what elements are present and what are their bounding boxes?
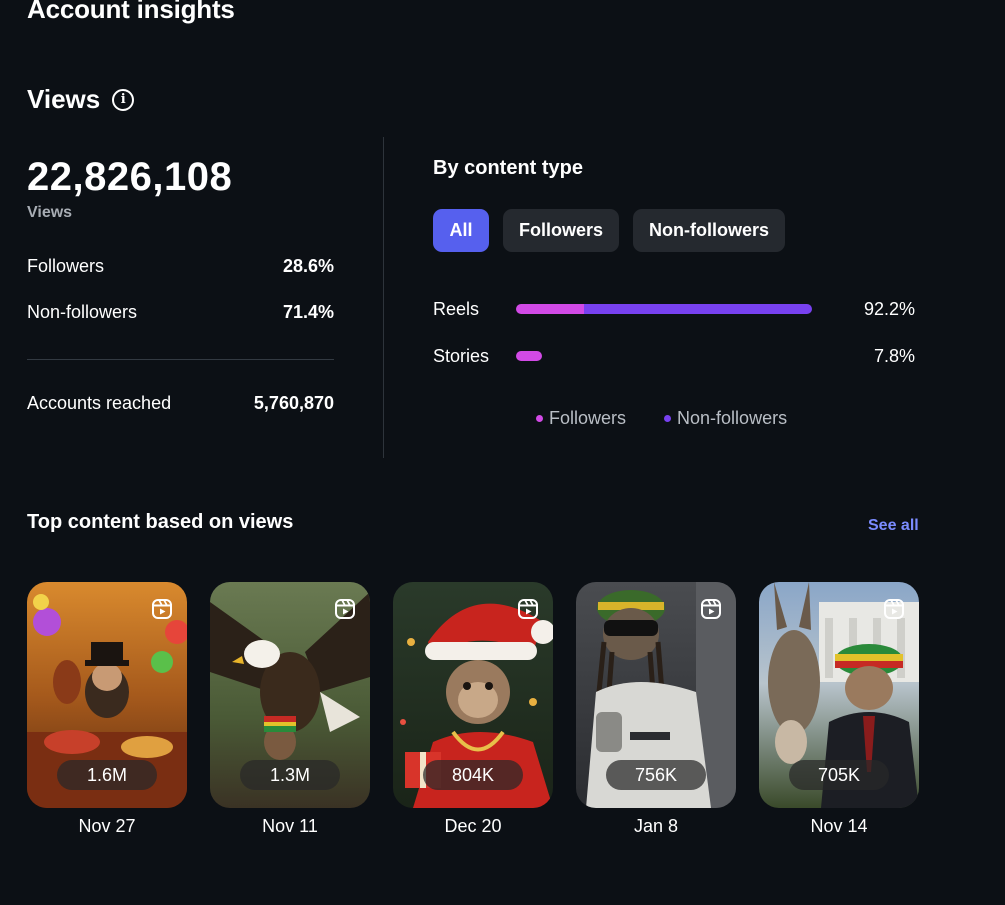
reels-non-followers-segment [584, 304, 812, 314]
legend-non-followers-dot [664, 415, 672, 422]
followers-row: Followers 28.6% [27, 256, 334, 277]
reels-label: Reels [433, 298, 480, 319]
reel-icon [335, 599, 355, 619]
top-content-title: Top content based on views [27, 511, 294, 533]
followers-value: 28.6% [282, 256, 334, 276]
stories-followers-segment [516, 351, 542, 361]
accounts-reached-row: Accounts reached 5,760,870 [27, 393, 334, 414]
filter-followers-button[interactable]: Followers [503, 209, 620, 252]
reel-icon [152, 599, 172, 619]
content-type-filters: All Followers Non-followers [433, 209, 786, 252]
content-card[interactable]: 756K Jan 8 [576, 582, 736, 837]
view-count-badge: 804K [423, 760, 523, 790]
reels-percent: 92.2% [863, 298, 915, 319]
non-followers-value: 71.4% [282, 302, 334, 322]
content-thumbnail[interactable]: 1.6M [27, 582, 187, 808]
content-thumbnail[interactable]: 705K [759, 582, 919, 808]
view-count-badge: 1.3M [240, 760, 340, 790]
total-views-label: Views [27, 204, 73, 221]
filter-non-followers-button[interactable]: Non-followers [633, 209, 786, 252]
thumbnail-image [393, 582, 553, 808]
content-thumbnail[interactable]: 756K [576, 582, 736, 808]
stats-divider [27, 359, 334, 360]
stories-label: Stories [433, 345, 490, 366]
stories-bar-track [516, 351, 812, 361]
total-views: 22,826,108 [27, 155, 233, 199]
content-type-title: By content type [433, 157, 584, 179]
legend-followers-dot [536, 415, 543, 422]
legend-non-followers-label: Non-followers [677, 408, 788, 428]
content-date: Nov 14 [810, 816, 868, 836]
content-thumbnail[interactable]: 804K [393, 582, 553, 808]
reels-followers-segment [516, 304, 585, 314]
reel-icon [518, 599, 538, 619]
reels-bar [516, 304, 812, 314]
reels-bar-track [516, 304, 812, 314]
content-date: Nov 11 [262, 816, 318, 836]
content-date: Nov 27 [78, 816, 136, 836]
stories-bar [516, 351, 542, 361]
non-followers-label: Non-followers [27, 302, 138, 322]
view-count-badge: 756K [606, 760, 706, 790]
view-count-badge: 1.6M [57, 760, 157, 790]
legend-followers: Followers [536, 408, 626, 429]
info-icon[interactable]: i [112, 88, 135, 111]
content-thumbnail[interactable]: 1.3M [210, 582, 370, 808]
content-card[interactable]: 705K Nov 14 [759, 582, 919, 837]
accounts-reached-label: Accounts reached [27, 393, 172, 413]
view-count-badge: 705K [789, 760, 889, 790]
page-title: Account insights [27, 0, 235, 24]
accounts-reached-value: 5,760,870 [253, 393, 334, 413]
content-date: Jan 8 [633, 816, 679, 836]
stories-row: Stories 7.8% [433, 344, 915, 368]
reel-icon [884, 599, 904, 619]
content-type-legend: Followers Non-followers [536, 408, 787, 429]
reel-icon [701, 599, 721, 619]
views-heading: Views i [27, 84, 135, 115]
followers-label: Followers [27, 256, 105, 276]
stories-percent: 7.8% [873, 345, 915, 366]
content-card[interactable]: 1.6M Nov 27 [27, 582, 187, 837]
non-followers-row: Non-followers 71.4% [27, 302, 334, 323]
content-date: Dec 20 [444, 816, 502, 836]
see-all-link[interactable]: See all [868, 517, 919, 534]
views-heading-label: Views [27, 84, 101, 114]
content-card[interactable]: 1.3M Nov 11 [210, 582, 370, 837]
reels-row: Reels 92.2% [433, 297, 915, 321]
filter-all-button[interactable]: All [433, 209, 489, 252]
legend-followers-label: Followers [549, 408, 627, 428]
legend-non-followers: Non-followers [664, 408, 787, 429]
content-card[interactable]: 804K Dec 20 [393, 582, 553, 837]
column-divider [383, 137, 384, 458]
